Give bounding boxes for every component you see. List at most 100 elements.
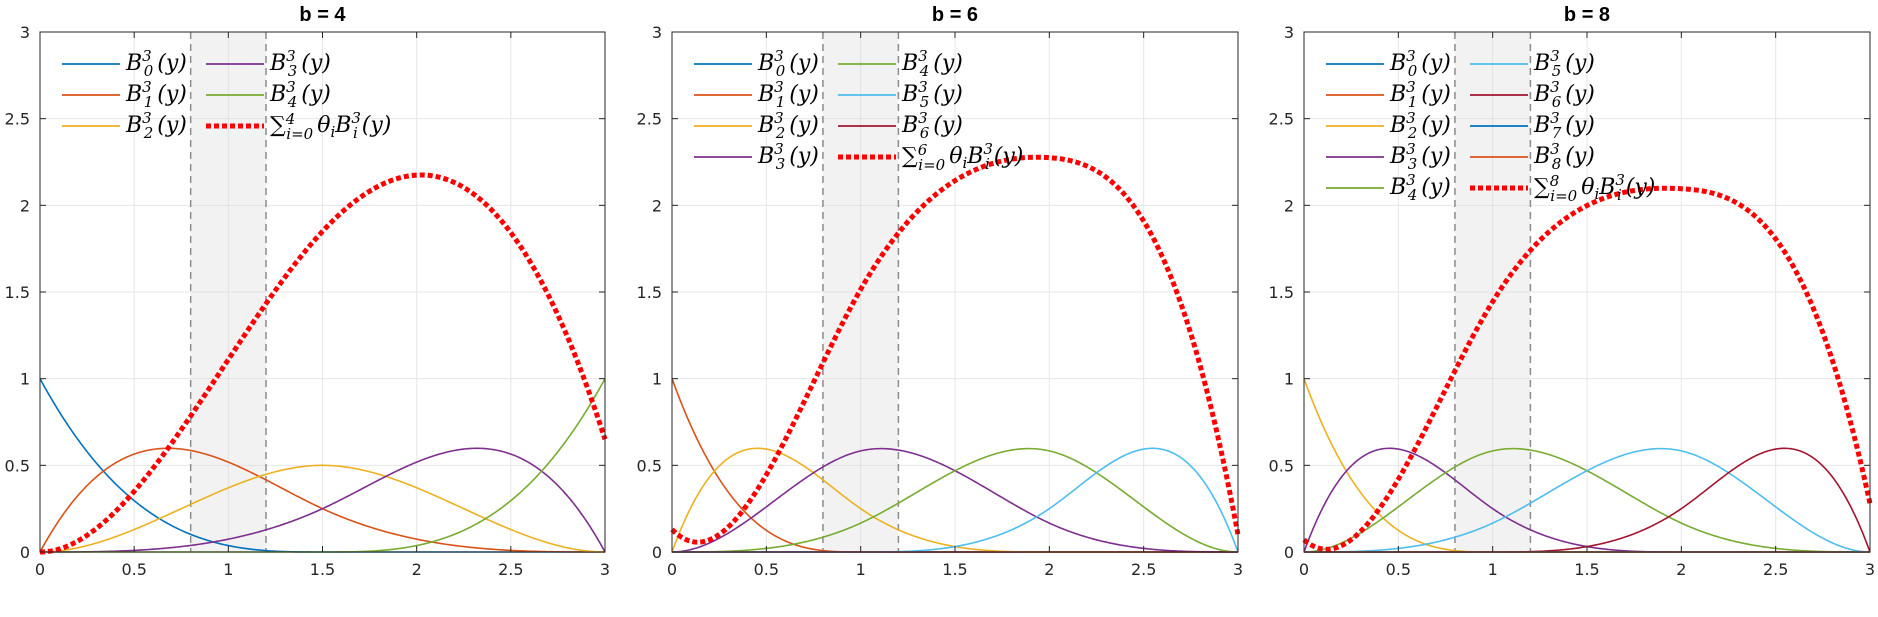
shaded-interval (1454, 32, 1531, 552)
chart-title: b = 8 (1564, 4, 1610, 26)
legend-entry: B3 1 (y) (694, 78, 819, 111)
x-tick-label: 1 (1488, 560, 1498, 579)
legend: B3 0 (y)B3 1 (y)B3 2 (y)B3 3 (y)B3 4 (y) B3 5 (y)B3 6(… (1326, 47, 1655, 205)
y-tick-label: 2.5 (637, 110, 662, 129)
y-tick-label: 2.5 (1269, 110, 1294, 129)
svg-text:B33(y): B3 3 (y) (757, 140, 819, 173)
y-tick-label: 0 (652, 543, 662, 562)
panel-1: 0 0.5 1 1.5 2 2.5 3 0 0.5 1 1.5 2 2.5 3 b = 4 B3 0 (y)B3 1… (5, 4, 611, 579)
legend-entry: ∑6 i=0 θiB3 i (y) (838, 140, 1023, 174)
svg-text:B31(y): B3 1 (y) (1389, 78, 1451, 111)
y-tick-label: 2 (20, 196, 30, 215)
shaded-interval (822, 32, 899, 552)
y-tick-label: 2 (1284, 196, 1294, 215)
x-tick-label: 0.5 (121, 560, 146, 579)
y-tick-label: 1.5 (5, 283, 30, 302)
series-line (39, 464, 606, 553)
svg-text:B33(y): B3 3 (y) (269, 47, 331, 80)
sum-series-line (670, 154, 1241, 545)
svg-text:B38(y): B3 8 (y) (1533, 140, 1595, 173)
svg-text:B31(y): B3 1 (y) (125, 78, 187, 111)
x-tick-label: 3 (1233, 560, 1243, 579)
panel-2: 0 0.5 1 1.5 2 2.5 3 0 0.5 1 1.5 2 2.5 3 b = 6 B3 0 (y)B3 1… (637, 4, 1244, 579)
x-tick-label: 1.5 (1574, 560, 1599, 579)
x-tick-label: 2 (1676, 560, 1686, 579)
legend-entry: B3 0 (y) (694, 47, 819, 80)
legend-entry: B3 2 (y) (62, 109, 187, 142)
svg-text:B34(y): B3 4 (y) (1389, 171, 1451, 204)
x-tick-label: 1 (856, 560, 866, 579)
svg-text:B31(y): B3 1 (y) (757, 78, 819, 111)
x-tick-label: 2 (1044, 560, 1054, 579)
x-tick-label: 0.5 (754, 560, 779, 579)
legend-entry: B3 1 (y) (62, 78, 187, 111)
x-tick-label: 0.5 (1386, 560, 1411, 579)
chart-title: b = 4 (299, 4, 346, 26)
legend-entry: B3 0 (y) (62, 47, 187, 80)
x-tick-label: 1.5 (310, 560, 335, 579)
svg-text:B33(y): B3 3 (y) (1389, 140, 1451, 173)
y-tick-label: 1.5 (637, 283, 662, 302)
y-tick-label: 1 (20, 370, 30, 389)
x-tick-label: 0 (35, 560, 45, 579)
svg-text:B32(y): B3 2 (y) (757, 109, 819, 142)
svg-text:B35(y): B3 5 (y) (901, 78, 963, 111)
y-tick-label: 0.5 (5, 456, 30, 475)
legend-entry: ∑4 i=0 θiB3 i (y) (206, 109, 391, 143)
y-tick-label: 0 (1284, 543, 1294, 562)
x-tick-label: 2.5 (1131, 560, 1156, 579)
y-tick-label: 3 (652, 23, 662, 42)
legend-entry: B3 3 (y) (1326, 140, 1451, 173)
x-tick-label: 1.5 (942, 560, 967, 579)
y-tick-label: 2.5 (5, 110, 30, 129)
x-tick-label: 3 (600, 560, 610, 579)
x-tick-label: 0 (667, 560, 677, 579)
svg-text:B32(y): B3 2 (y) (1389, 109, 1451, 142)
svg-text:B34(y): B3 4 (y) (901, 47, 963, 80)
y-tick-label: 3 (20, 23, 30, 42)
y-tick-label: 0 (20, 543, 30, 562)
x-tick-label: 3 (1865, 560, 1875, 579)
x-tick-label: 2 (412, 560, 422, 579)
y-tick-label: 1 (652, 370, 662, 389)
legend-entry: B3 3 (y) (206, 47, 331, 80)
panel-3: 0 0.5 1 1.5 2 2.5 3 0 0.5 1 1.5 2 2.5 3 b = 8 B3 0 (y)B3 1… (1269, 4, 1876, 579)
svg-text:B32(y): B3 2 (y) (125, 109, 187, 142)
legend-entry: B3 4 (y) (206, 78, 331, 111)
legend-entry: ∑8 i=0 θiB3 i (y) (1470, 171, 1655, 205)
svg-text:B34(y): B3 4 (y) (269, 78, 331, 111)
svg-text:B35(y): B3 5 (y) (1533, 47, 1595, 80)
legend-entry: B3 6 (y) (1470, 78, 1595, 111)
svg-text:B37(y): B3 7 (y) (1533, 109, 1595, 142)
legend-entry: B3 3 (y) (694, 140, 819, 173)
svg-text:B36(y): B3 6 (y) (1533, 78, 1595, 111)
sum-series-line (1302, 185, 1873, 552)
y-tick-label: 3 (1284, 23, 1294, 42)
x-tick-label: 2.5 (498, 560, 523, 579)
x-tick-label: 0 (1299, 560, 1309, 579)
legend-entry: B3 5 (y) (838, 78, 963, 111)
legend-entry: B3 1 (y) (1326, 78, 1451, 111)
y-tick-label: 2 (652, 196, 662, 215)
svg-text:B30(y): B3 0 (y) (125, 47, 187, 80)
chart-title: b = 6 (932, 4, 978, 26)
svg-text:B36(y): B3 6 (y) (901, 109, 963, 142)
x-tick-label: 2.5 (1763, 560, 1788, 579)
y-tick-label: 1.5 (1269, 283, 1294, 302)
legend-entry: B3 7 (y) (1470, 109, 1595, 142)
y-tick-label: 0.5 (637, 456, 662, 475)
sum-series-line (39, 172, 608, 555)
x-tick-label: 1 (223, 560, 233, 579)
svg-text:B30(y): B3 0 (y) (1389, 47, 1451, 80)
legend-entry: B3 5 (y) (1470, 47, 1595, 80)
legend-entry: B3 4 (y) (838, 47, 963, 80)
svg-text:B30(y): B3 0 (y) (757, 47, 819, 80)
y-tick-label: 1 (1284, 370, 1294, 389)
legend-entry: B3 8 (y) (1470, 140, 1595, 173)
legend: B3 0 (y)B3 1 (y)B3 2 (y)B3 3 (y) B3 4 (y)B3 5 (y)B3 6(… (694, 47, 1023, 174)
legend-entry: B3 2 (y) (1326, 109, 1451, 142)
